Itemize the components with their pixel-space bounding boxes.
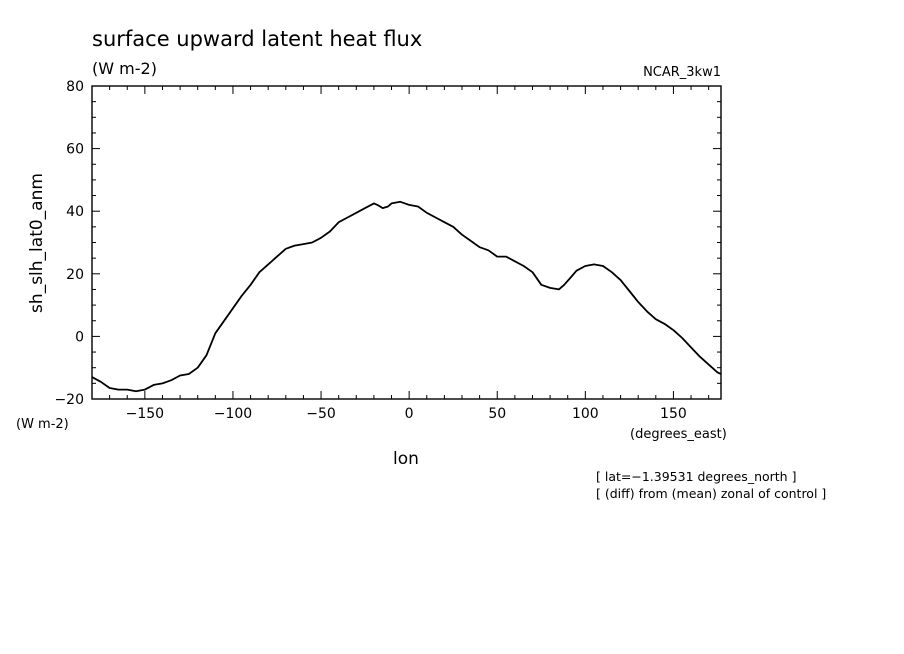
y-tick-label: −20 — [54, 392, 84, 408]
y-tick-label: 0 — [75, 329, 84, 345]
y-tick-labels: −20 0 20 40 60 80 — [54, 79, 84, 408]
chart-subtitle: (W m-2) — [92, 59, 157, 78]
model-label: NCAR_3kw1 — [643, 65, 721, 80]
x-axis-label: lon — [393, 449, 419, 469]
y-tick-label: 20 — [66, 267, 84, 283]
x-tick-label: 150 — [660, 406, 687, 422]
chart-title: surface upward latent heat flux — [92, 27, 422, 51]
y-tick-label: 80 — [66, 79, 84, 95]
y-axis-label: sh_slh_lat0_anm — [27, 173, 47, 313]
x-tick-label: 0 — [405, 406, 414, 422]
x-axis-units: (degrees_east) — [630, 427, 727, 442]
plot-frame — [91, 85, 722, 400]
y-axis-units: (W m-2) — [16, 417, 69, 432]
series-line — [91, 200, 722, 393]
y-tick-label: 40 — [66, 204, 84, 220]
axis-ticks — [92, 85, 721, 400]
x-tick-label: 100 — [572, 406, 599, 422]
annotation-lat: [ lat=−1.39531 degrees_north ] — [596, 469, 796, 484]
x-tick-label: −150 — [126, 406, 164, 422]
x-tick-label: −100 — [214, 406, 252, 422]
x-tick-labels: −150 −100 −50 0 50 100 150 — [126, 406, 687, 422]
y-tick-label: 60 — [66, 142, 84, 158]
x-tick-label: −50 — [306, 406, 336, 422]
annotation-diff: [ (diff) from (mean) zonal of control ] — [596, 486, 826, 501]
x-tick-label: 50 — [488, 406, 506, 422]
